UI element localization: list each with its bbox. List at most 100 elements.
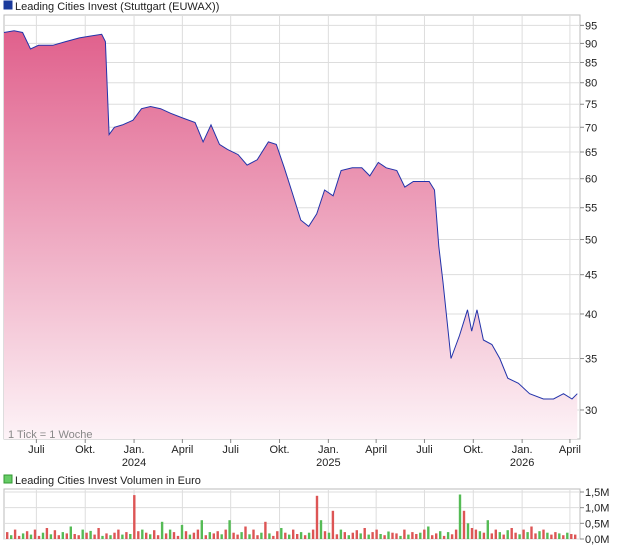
price-y-tick-label: 70	[585, 122, 597, 134]
volume-bar	[272, 535, 275, 539]
volume-bar	[538, 531, 541, 539]
volume-bar	[85, 532, 88, 539]
volume-y-tick-label: 1,0M	[585, 503, 609, 515]
volume-bar	[69, 526, 72, 539]
volume-bar	[510, 528, 513, 539]
volume-bar	[347, 535, 350, 539]
volume-bar	[454, 529, 458, 539]
volume-bar	[49, 534, 53, 539]
volume-bar	[256, 535, 259, 539]
volume-bar	[423, 529, 426, 539]
volume-bar	[514, 532, 517, 539]
volume-bar	[248, 534, 251, 539]
volume-bar	[29, 534, 33, 539]
volume-bar	[129, 534, 132, 539]
volume-bar	[33, 529, 37, 539]
price-legend-label: Leading Cities Invest (Stuttgart (EUWAX)…	[15, 1, 219, 13]
volume-bar	[172, 532, 176, 539]
price-y-axis: 30 35 40 45 50 55 60 65 70 75 80 85 90 95	[580, 20, 597, 417]
volume-bar	[502, 534, 505, 539]
volume-bar	[359, 533, 362, 539]
price-y-tick-label: 95	[585, 20, 597, 32]
volume-bar	[176, 535, 180, 539]
price-y-tick-label: 55	[585, 203, 597, 215]
volume-y-axis: 0,0M 0,5M 1,0M 1,5M	[580, 487, 609, 546]
volume-bar	[506, 530, 509, 539]
volume-bar	[260, 532, 263, 539]
volume-y-tick-label: 1,5M	[585, 487, 609, 499]
volume-bar	[311, 529, 315, 539]
volume-bar	[212, 533, 215, 539]
volume-bar	[411, 532, 414, 539]
volume-bar	[363, 528, 366, 539]
volume-bar	[137, 531, 140, 539]
volume-bar	[6, 532, 9, 539]
price-y-tick-label: 65	[585, 147, 597, 159]
volume-bar	[530, 526, 533, 539]
volume-bar	[41, 532, 45, 539]
volume-bar	[331, 510, 335, 539]
volume-bar	[307, 532, 311, 539]
volume-bar	[367, 534, 370, 539]
price-x-tick-label: Okt.	[269, 444, 289, 456]
price-y-tick-label: 50	[585, 235, 597, 247]
volume-bar	[37, 535, 41, 539]
volume-bar	[236, 534, 239, 539]
volume-bar	[220, 534, 223, 539]
volume-bar	[546, 532, 549, 539]
volume-bar	[160, 521, 164, 539]
volume-bar	[264, 521, 267, 539]
volume-bar	[534, 533, 537, 539]
volume-bar	[574, 534, 577, 539]
volume-bar	[458, 494, 462, 539]
volume-bar	[303, 535, 307, 539]
volume-bars	[6, 494, 577, 539]
volume-bar	[25, 531, 29, 539]
volume-bar	[482, 532, 486, 539]
volume-bar	[121, 534, 124, 539]
price-y-tick-label: 80	[585, 78, 597, 90]
volume-bar	[164, 533, 168, 539]
volume-bar	[240, 532, 243, 539]
price-x-tick-label: April	[559, 444, 581, 456]
volume-bar	[570, 534, 573, 539]
price-area	[4, 30, 578, 439]
volume-bar	[145, 532, 148, 539]
volume-bar	[518, 534, 521, 539]
price-y-tick-label: 85	[585, 57, 597, 69]
volume-bar	[339, 529, 343, 539]
volume-bar	[133, 495, 136, 539]
volume-bar	[45, 528, 49, 539]
volume-bar	[61, 532, 64, 539]
price-x-tick-label: Okt.	[75, 444, 95, 456]
volume-bar	[315, 495, 319, 539]
volume-bar	[355, 530, 358, 539]
volume-bar	[93, 534, 96, 539]
volume-bar	[427, 526, 430, 539]
volume-legend-swatch	[3, 474, 13, 484]
volume-bar	[558, 533, 561, 539]
volume-bar	[73, 534, 76, 539]
volume-bar	[224, 529, 227, 539]
volume-bar	[188, 534, 192, 539]
price-y-tick-label: 75	[585, 99, 597, 111]
volume-bar	[299, 532, 303, 539]
price-x-year-label: 2024	[122, 457, 146, 469]
price-y-tick-label: 60	[585, 174, 597, 186]
volume-bar	[244, 526, 247, 539]
price-x-tick-label: Juli	[222, 444, 239, 456]
volume-bar	[65, 533, 68, 539]
volume-bar	[156, 535, 160, 539]
volume-bar	[566, 532, 569, 539]
volume-bar	[474, 529, 478, 539]
volume-y-tick-label: 0,0M	[585, 534, 609, 546]
volume-bar	[113, 532, 116, 539]
volume-bar	[53, 530, 57, 539]
volume-bar	[371, 532, 374, 539]
volume-bar	[494, 529, 497, 539]
volume-y-tick-label: 0,5M	[585, 518, 609, 530]
volume-bar	[379, 534, 382, 539]
price-x-tick-label: Juli	[28, 444, 45, 456]
volume-bar	[327, 532, 331, 539]
volume-bar	[419, 532, 422, 539]
